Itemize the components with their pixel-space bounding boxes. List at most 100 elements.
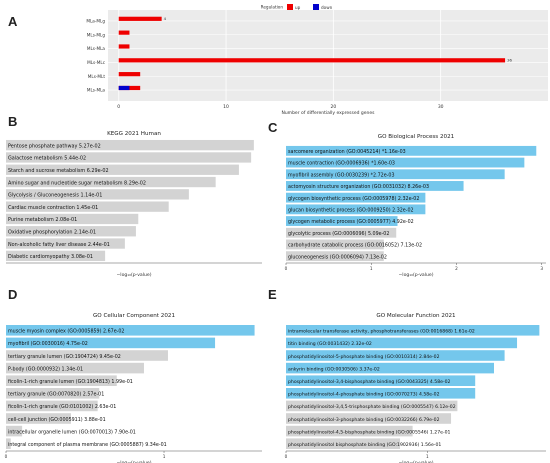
bar xyxy=(286,239,384,250)
bar xyxy=(6,350,168,361)
bar-term-label: carbohydrate catabolic process (GO:00160… xyxy=(288,243,422,249)
bar xyxy=(286,337,518,349)
x-axis-label: −log₁₀(p-value) xyxy=(116,272,151,278)
bar-term-label: gluconeogenesis (GO:0006094) 7.13e-02 xyxy=(288,254,387,260)
chart-differential-genes: 0 10 20 30 MLa-MLg 4 MLs-MLg MLs-MLa MLs-MLc 36 ML… xyxy=(86,4,548,116)
chart-go-molecular-function: GO Molecular Function 2021 intramolecular… xyxy=(285,313,546,463)
panel-letter-d: D xyxy=(8,287,18,302)
legend-title: Regulation xyxy=(261,5,284,10)
bar xyxy=(286,425,413,437)
bar-term-label: phosphatidylinositol-4-phosphate binding… xyxy=(288,392,440,398)
chart-title: KEGG 2021 Human xyxy=(107,131,161,137)
legend-entry: down xyxy=(321,5,333,10)
bar-value-label: 4 xyxy=(164,16,167,21)
legend-entry: up xyxy=(295,5,301,10)
bar xyxy=(6,325,255,336)
bar-term-label: Pentose phosphate pathway 5.27e-02 xyxy=(8,143,101,149)
bar-term-label: Cardiac muscle contraction 1.45e-01 xyxy=(8,205,98,211)
legend-swatch xyxy=(287,4,293,10)
bar xyxy=(286,362,494,374)
bar xyxy=(286,325,540,336)
bar xyxy=(286,388,476,399)
bar-term-label: muscle myosin complex (GO:0005859) 2.67e… xyxy=(8,329,124,335)
chart-title: GO Biological Process 2021 xyxy=(378,134,455,140)
bar xyxy=(6,375,117,386)
category-label: MLs-MLc xyxy=(87,60,106,65)
bar xyxy=(286,145,537,156)
bar-term-label: ficolin-1-rich granule lumen (GO:1904813… xyxy=(8,379,133,385)
panel-letter-a: A xyxy=(8,14,18,29)
bar-term-label: intramolecular transferase activity, pho… xyxy=(288,329,475,335)
bar xyxy=(6,362,144,374)
bar-up xyxy=(118,72,141,77)
bar xyxy=(6,226,136,237)
bar-term-label: Amino sugar and nucleotide sugar metabol… xyxy=(8,180,146,186)
x-tick-label: 10 xyxy=(223,104,229,110)
bar xyxy=(286,157,525,168)
bar xyxy=(6,413,71,424)
bar xyxy=(286,216,398,226)
category-label: MLs-MLa xyxy=(87,46,106,51)
bar-term-label: glycogen metabolic process (GO:0005977) … xyxy=(288,219,414,225)
bar-term-label: glucan biosynthetic process (GO:0009250)… xyxy=(288,208,414,214)
bar-term-label: muscle contraction (GO:0006936) *1.60e-0… xyxy=(288,161,395,167)
x-axis-label: −log₁₀(p-value) xyxy=(116,460,151,463)
bar xyxy=(6,189,189,200)
category-label: MLs-MLa xyxy=(87,88,106,93)
bar-term-label: Starch and sucrose metabolism 6.29e-02 xyxy=(8,168,109,174)
bar xyxy=(6,213,139,225)
panel-letter-c: C xyxy=(268,120,278,135)
bar xyxy=(6,438,11,449)
bar-term-label: integral component of plasma membrane (G… xyxy=(8,442,167,448)
bar xyxy=(6,164,239,175)
bar-term-label: phosphatidylinositol-3,4,5-trisphosphate… xyxy=(288,404,456,410)
x-axis-label: −log₁₀(p-value) xyxy=(398,460,433,463)
x-tick-label: 1 xyxy=(163,454,166,459)
x-tick-label: 0 xyxy=(285,454,288,459)
chart-title: GO Cellular Component 2021 xyxy=(93,313,176,319)
x-tick-label: 30 xyxy=(438,104,444,110)
bar xyxy=(286,181,464,191)
bar xyxy=(6,238,125,249)
bar-term-label: P-body (GO:0000932) 1.34e-01 xyxy=(8,366,83,372)
x-tick-label: 0 xyxy=(285,266,288,271)
bar xyxy=(286,192,426,203)
bar-term-label: titin binding (GO:0031432) 2.32e-02 xyxy=(288,341,372,347)
bar xyxy=(286,169,505,180)
bar xyxy=(286,350,505,361)
bar-term-label: tertiary granule lumen (GO:1904724) 9.45… xyxy=(8,354,121,360)
bar-term-label: phosphatidylinositol-3,4-bisphosphate bi… xyxy=(288,379,451,385)
bar xyxy=(286,227,397,238)
x-axis-label: Number of differentially expressed genes xyxy=(281,110,375,116)
panel-letter-e: E xyxy=(268,287,277,302)
bar xyxy=(6,337,216,349)
bar-term-label: intracellular organelle lumen (GO:007001… xyxy=(8,429,136,435)
bar-up xyxy=(118,58,506,63)
chart-go-cellular-component: GO Cellular Component 2021 muscle myosin … xyxy=(5,313,262,463)
bar-term-label: Glycolysis / Gluconeogenesis 1.14e-01 xyxy=(8,193,102,199)
bar xyxy=(286,375,476,386)
bar-up xyxy=(118,30,130,35)
bar-down xyxy=(118,85,130,91)
bar-term-label: glycogen biosynthetic process (GO:000597… xyxy=(288,196,419,202)
legend: Regulation up down xyxy=(261,4,333,10)
bar xyxy=(286,413,452,424)
x-axis-label: −log₁₀(p-value) xyxy=(398,272,433,278)
x-tick-label: 2 xyxy=(455,266,458,271)
bar-term-label: cell-cell junction (GO:0005911) 3.88e-01 xyxy=(8,417,106,423)
bar-term-label: Diabetic cardiomyopathy 3.08e-01 xyxy=(8,254,93,260)
bar xyxy=(6,388,100,399)
bar xyxy=(286,400,458,412)
bar xyxy=(6,425,23,437)
x-tick-label: 20 xyxy=(330,104,336,110)
x-tick-label: 0 xyxy=(5,454,8,459)
bar xyxy=(6,201,169,212)
bar xyxy=(286,438,401,449)
chart-title: GO Molecular Function 2021 xyxy=(376,313,456,319)
bar-up xyxy=(118,16,162,21)
x-tick-label: 0 xyxy=(117,104,120,110)
bar xyxy=(6,250,106,262)
bar-term-label: myofibril assembly (GO:0030239) *2.72e-0… xyxy=(288,172,395,178)
category-label: MLs-MLg xyxy=(87,32,106,37)
bar-term-label: myofibril (GO:0030016) 4.75e-02 xyxy=(8,341,88,347)
